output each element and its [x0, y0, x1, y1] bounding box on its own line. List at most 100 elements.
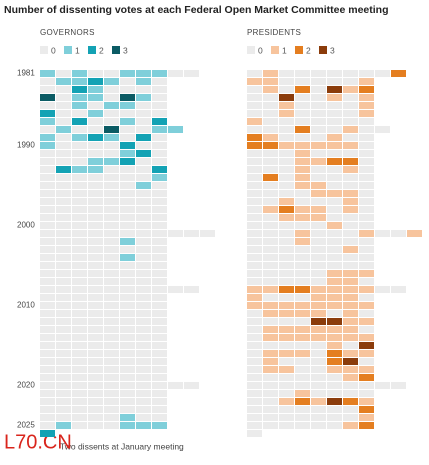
cell [263, 150, 278, 157]
cell [120, 422, 135, 429]
cell [327, 110, 342, 117]
cell [343, 78, 358, 85]
cell [247, 270, 262, 277]
cell [104, 334, 119, 341]
cell [136, 374, 151, 381]
legend-swatch [247, 46, 255, 54]
cell [311, 206, 326, 213]
cell [136, 350, 151, 357]
cell [263, 406, 278, 413]
cell [72, 214, 87, 221]
cell [40, 142, 55, 149]
cell [56, 142, 71, 149]
cell [136, 150, 151, 157]
cell [327, 118, 342, 125]
cell [327, 150, 342, 157]
cell [104, 70, 119, 77]
cell [120, 366, 135, 373]
cell [120, 142, 135, 149]
cell [247, 102, 262, 109]
cell [88, 390, 103, 397]
cell [343, 310, 358, 317]
cell [120, 134, 135, 141]
cell [343, 174, 358, 181]
cell [104, 182, 119, 189]
cell [120, 262, 135, 269]
cell [279, 206, 294, 213]
cell [88, 246, 103, 253]
cell [279, 182, 294, 189]
cell [247, 78, 262, 85]
cell [359, 150, 374, 157]
cell [279, 110, 294, 117]
cell [40, 270, 55, 277]
cell [40, 230, 55, 237]
cell [104, 214, 119, 221]
year-label: 2010 [17, 301, 35, 310]
cell [136, 230, 151, 237]
cell [263, 238, 278, 245]
cell [40, 278, 55, 285]
cell [120, 270, 135, 277]
cell [40, 350, 55, 357]
cell [56, 390, 71, 397]
cell [247, 142, 262, 149]
cell [343, 342, 358, 349]
cell [295, 70, 310, 77]
cell [247, 406, 262, 413]
cell [104, 422, 119, 429]
cell [152, 190, 167, 197]
cell [72, 86, 87, 93]
cell [263, 246, 278, 253]
cell [104, 342, 119, 349]
cell [88, 302, 103, 309]
cell [359, 238, 374, 245]
legend-swatch [64, 46, 72, 54]
cell [359, 334, 374, 341]
cell [120, 166, 135, 173]
cell [327, 206, 342, 213]
cell [88, 318, 103, 325]
cell [279, 246, 294, 253]
cell [359, 406, 374, 413]
cell [88, 118, 103, 125]
cell [359, 374, 374, 381]
cell [152, 230, 167, 237]
cell [343, 182, 358, 189]
cell [295, 126, 310, 133]
cell [343, 230, 358, 237]
cell [120, 230, 135, 237]
cell [327, 182, 342, 189]
cell [104, 366, 119, 373]
cell [343, 70, 358, 77]
cell [56, 126, 71, 133]
cell [295, 382, 310, 389]
cell [359, 342, 374, 349]
cell [279, 102, 294, 109]
cell [72, 318, 87, 325]
cell [359, 398, 374, 405]
cell [343, 390, 358, 397]
cell [311, 398, 326, 405]
cell [327, 318, 342, 325]
cell [56, 422, 71, 429]
cell [136, 302, 151, 309]
cell [40, 398, 55, 405]
cell [327, 78, 342, 85]
cell [152, 174, 167, 181]
cell [359, 246, 374, 253]
cell [136, 110, 151, 117]
cell [72, 102, 87, 109]
cell [311, 318, 326, 325]
cell [40, 262, 55, 269]
cell [343, 206, 358, 213]
cell [311, 70, 326, 77]
cell [56, 198, 71, 205]
cell [359, 318, 374, 325]
cell [136, 262, 151, 269]
cell [375, 230, 390, 237]
cell [247, 110, 262, 117]
cell [120, 246, 135, 253]
cell [104, 206, 119, 213]
cell [120, 358, 135, 365]
